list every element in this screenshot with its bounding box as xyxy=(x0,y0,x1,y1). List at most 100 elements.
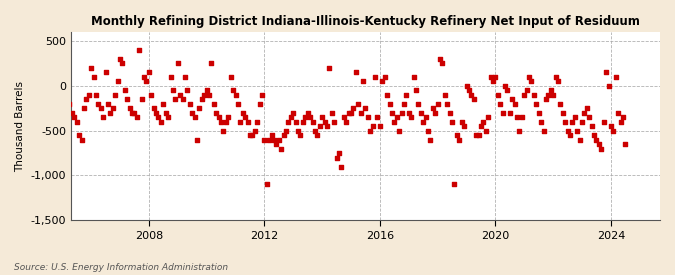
Point xyxy=(312,133,323,137)
Point xyxy=(464,88,475,92)
Point xyxy=(281,128,292,133)
Point xyxy=(225,75,236,79)
Point xyxy=(543,93,554,97)
Point xyxy=(410,88,421,92)
Point xyxy=(129,111,140,115)
Point xyxy=(529,93,539,97)
Point xyxy=(492,93,503,97)
Point xyxy=(454,138,464,142)
Point xyxy=(415,111,426,115)
Point xyxy=(437,61,448,65)
Point xyxy=(300,115,310,119)
Point xyxy=(331,155,342,160)
Point xyxy=(487,79,498,84)
Point xyxy=(256,93,267,97)
Point xyxy=(553,79,564,84)
Point xyxy=(148,106,159,110)
Point xyxy=(78,106,89,110)
Point xyxy=(254,101,265,106)
Point xyxy=(247,133,258,137)
Point xyxy=(608,128,619,133)
Point xyxy=(574,138,585,142)
Point xyxy=(591,138,602,142)
Point xyxy=(151,111,161,115)
Point xyxy=(504,111,515,115)
Point xyxy=(430,111,441,115)
Text: Source: U.S. Energy Information Administration: Source: U.S. Energy Information Administ… xyxy=(14,263,227,272)
Point xyxy=(153,115,164,119)
Point xyxy=(610,75,621,79)
Point xyxy=(447,119,458,124)
Point xyxy=(579,111,590,115)
Point xyxy=(170,97,181,101)
Point xyxy=(396,111,407,115)
Point xyxy=(290,119,301,124)
Point xyxy=(163,115,173,119)
Point xyxy=(93,101,104,106)
Point xyxy=(598,119,609,124)
Point xyxy=(519,93,530,97)
Point xyxy=(317,115,327,119)
Point xyxy=(404,111,414,115)
Point xyxy=(362,115,373,119)
Point xyxy=(576,119,587,124)
Point xyxy=(372,115,383,119)
Point xyxy=(304,115,315,119)
Point xyxy=(470,133,481,137)
Point xyxy=(452,133,462,137)
Point xyxy=(620,142,630,146)
Point xyxy=(232,101,243,106)
Point xyxy=(562,128,573,133)
Point xyxy=(98,115,109,119)
Point xyxy=(394,128,404,133)
Point xyxy=(264,138,275,142)
Point xyxy=(478,119,489,124)
Point xyxy=(613,111,624,115)
Point xyxy=(401,93,412,97)
Point xyxy=(536,119,547,124)
Point xyxy=(427,106,438,110)
Point xyxy=(184,101,195,106)
Point xyxy=(283,119,294,124)
Point xyxy=(558,111,568,115)
Point xyxy=(413,101,424,106)
Point xyxy=(276,146,287,151)
Point xyxy=(242,119,253,124)
Point xyxy=(367,124,378,128)
Point xyxy=(329,119,340,124)
Point xyxy=(326,111,337,115)
Point xyxy=(421,115,431,119)
Point xyxy=(302,111,313,115)
Point xyxy=(601,70,612,75)
Point xyxy=(110,93,121,97)
Point xyxy=(146,93,157,97)
Point xyxy=(572,128,583,133)
Point xyxy=(230,93,241,97)
Point xyxy=(187,111,198,115)
Point xyxy=(365,128,376,133)
Point xyxy=(387,111,398,115)
Point xyxy=(293,128,304,133)
Point xyxy=(418,119,429,124)
Point xyxy=(138,75,149,79)
Point xyxy=(216,119,227,124)
Point xyxy=(343,111,354,115)
Point xyxy=(165,75,176,79)
Point xyxy=(500,84,510,88)
Point xyxy=(61,70,72,75)
Point xyxy=(358,79,369,84)
Point xyxy=(269,138,279,142)
Point xyxy=(57,79,68,84)
Point xyxy=(353,101,364,106)
Point xyxy=(333,151,344,155)
Point xyxy=(377,79,387,84)
Point xyxy=(507,97,518,101)
Point xyxy=(587,124,597,128)
Point xyxy=(567,119,578,124)
Point xyxy=(278,133,289,137)
Point xyxy=(227,88,238,92)
Point xyxy=(348,106,359,110)
Point xyxy=(127,111,138,115)
Point xyxy=(512,115,522,119)
Point xyxy=(408,75,419,79)
